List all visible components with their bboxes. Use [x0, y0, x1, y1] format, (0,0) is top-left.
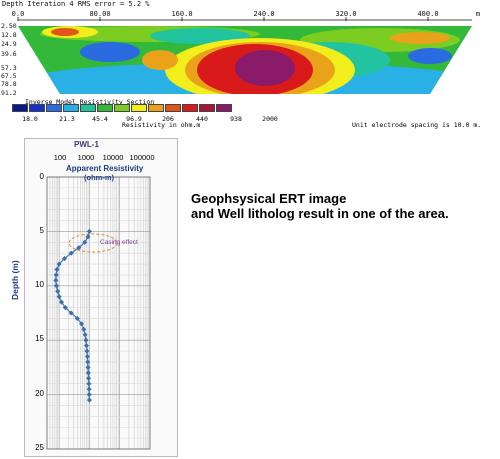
resistivity-point: [86, 228, 92, 234]
resistivity-point: [83, 337, 89, 343]
resistivity-point: [82, 239, 88, 245]
ert-depth-label: 57.3: [1, 64, 17, 72]
casing-effect-marker: [68, 233, 118, 253]
resistivity-point: [56, 294, 62, 300]
annotation-line-2: and Well litholog result in one of the a…: [191, 206, 449, 221]
well-y-tick: 20: [35, 389, 44, 398]
well-log-chart: [46, 176, 151, 450]
ert-x-unit: m: [475, 10, 481, 18]
well-y-tick: 10: [35, 280, 44, 289]
resistivity-point: [68, 250, 74, 256]
electrode-spacing-label: Unit electrode spacing is 10.0 m.: [352, 121, 482, 129]
well-x-tick: 1000: [77, 153, 95, 162]
legend-swatch: [165, 104, 181, 112]
legend-value: 45.4: [92, 115, 108, 123]
well-x-axis-unit: (ohm-m): [84, 173, 114, 182]
well-log-grid: [46, 176, 151, 450]
legend-value: 2000: [262, 115, 278, 123]
casing-effect-label: Casing effect: [100, 239, 138, 246]
well-y-tick: 0: [39, 172, 44, 181]
legend-swatch: [199, 104, 215, 112]
well-x-tick: 100: [53, 153, 67, 162]
legend-value: 96.9: [126, 115, 142, 123]
well-x-tick: 100000: [129, 153, 155, 162]
legend-swatch: [29, 104, 45, 112]
legend-swatch: [216, 104, 232, 112]
legend-swatch: [148, 104, 164, 112]
well-y-axis-label: Depth (m): [10, 260, 20, 300]
legend-swatch: [182, 104, 198, 112]
ert-x-tick: 320.0: [335, 10, 357, 18]
legend-value: 21.3: [59, 115, 75, 123]
legend-swatch: [97, 104, 113, 112]
legend-value: 206: [162, 115, 174, 123]
legend-swatch: [12, 104, 28, 112]
annotation-line-1: Geophsysical ERT image: [191, 191, 347, 206]
resistivity-point: [86, 381, 92, 387]
ert-x-tick: 400.0: [417, 10, 439, 18]
legend-value: 938: [230, 115, 242, 123]
well-log-panel: [24, 138, 178, 457]
resistivity-point: [86, 397, 92, 403]
ert-depth-label: 78.8: [1, 80, 17, 88]
ert-header: Depth Iteration 4 RMS error = 5.2 %: [2, 0, 150, 8]
legend-value: 18.0: [22, 115, 38, 123]
ert-x-tick: 160.0: [171, 10, 193, 18]
ert-depth-label: 24.9: [1, 40, 17, 48]
ert-depth-label: 91.2: [1, 89, 17, 97]
resistivity-point: [86, 375, 92, 381]
legend-swatch: [131, 104, 147, 112]
well-y-tick: 25: [35, 443, 44, 452]
resistivity-point: [53, 283, 60, 289]
well-y-tick: 5: [39, 226, 44, 235]
ert-x-tick: 0.0: [11, 10, 25, 18]
resistivity-point: [86, 386, 92, 392]
legend-swatch: [80, 104, 96, 112]
resistivity-point: [85, 234, 91, 240]
ert-depth-label: 2.50: [1, 22, 17, 30]
resistivity-point: [55, 288, 61, 294]
resistivity-point: [84, 353, 90, 360]
resistivity-point: [84, 348, 90, 354]
plot-frame: [46, 176, 151, 450]
resistivity-point: [82, 332, 88, 338]
ert-x-tick: 80.00: [89, 10, 111, 18]
resistivity-point: [83, 343, 90, 349]
ert-section-image: [17, 17, 472, 94]
well-x-tick: 10000: [102, 153, 124, 162]
legend-swatch: [114, 104, 130, 112]
ert-depth-label: 39.6: [1, 50, 17, 58]
well-x-axis-label: Apparent Resistivity: [66, 164, 144, 173]
resistivity-point: [85, 359, 91, 365]
ert-x-tick: 240.0: [253, 10, 275, 18]
legend-swatch: [46, 104, 62, 112]
resistivity-point: [53, 272, 59, 278]
resistivity-point: [54, 266, 60, 273]
resistivity-point: [81, 326, 87, 332]
well-title: PWL-1: [74, 140, 99, 149]
legend-swatch: [63, 104, 79, 112]
ert-depth-label: 12.8: [1, 31, 17, 39]
ert-depth-label: 67.5: [1, 72, 17, 80]
resistivity-line: [55, 231, 91, 401]
legend-unit-label: Resistivity in ohm.m: [122, 121, 201, 129]
legend-title: Inverse Model Resistivity Section: [25, 98, 155, 106]
resistivity-point: [53, 277, 59, 283]
legend-value: 440: [196, 115, 208, 123]
resistivity-point: [86, 392, 92, 398]
well-y-tick: 15: [35, 334, 44, 343]
